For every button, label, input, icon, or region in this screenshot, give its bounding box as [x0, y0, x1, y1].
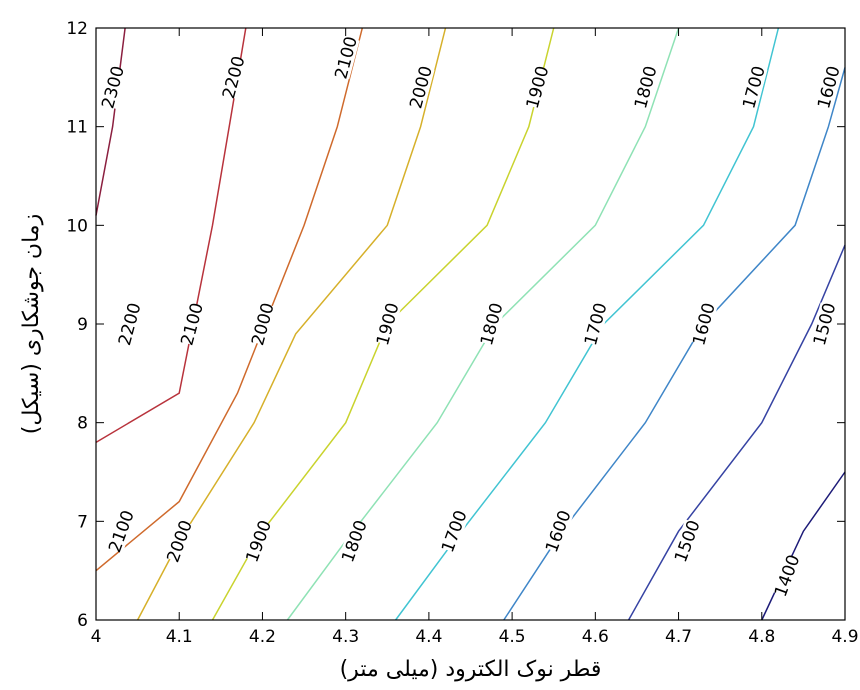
x-tick-label: 4.5 [499, 627, 526, 647]
contour-label-1900-2: 1900 [523, 64, 554, 111]
contour-label-bg [814, 65, 843, 109]
plot-area [96, 28, 845, 620]
x-tick-label: 4 [91, 627, 102, 647]
y-tick-label: 9 [77, 315, 88, 335]
contour-label-bg [631, 65, 660, 109]
y-axis-title: زمان جوشکاری (سیکل) [19, 214, 44, 434]
contour-label-bg [406, 65, 435, 109]
axes: 4 4.1 4.2 4.3 4.4 4.5 4.6 4.7 4.8 4.9 6 7 8 9 10 11 12 [66, 19, 858, 647]
x-tick-label: 4.8 [748, 627, 775, 647]
contour-line-1500 [627, 244, 846, 621]
y-tick-label: 11 [66, 118, 88, 138]
contour-label-bg [115, 302, 144, 346]
plot-background [96, 28, 845, 620]
contour-label-bg [581, 302, 610, 346]
contour-label-bg [542, 509, 574, 554]
contour-line-2300 [95, 27, 126, 216]
x-tick-label: 4.9 [831, 627, 858, 647]
y-tick-label: 12 [66, 19, 88, 39]
contour-label-bg [771, 553, 802, 598]
contour-label-bg [438, 509, 470, 554]
contour-label-bg [671, 519, 703, 563]
x-tick-label: 4.7 [665, 627, 692, 647]
contour-label-bg [248, 302, 277, 346]
contour-label-bg [331, 35, 360, 80]
contour-label-bg [219, 55, 248, 99]
contour-label-bg [243, 519, 274, 563]
contour-label-bg [163, 519, 195, 563]
contour-label-bg [98, 65, 127, 109]
y-tick-label: 7 [77, 512, 88, 532]
contour-label-bg [689, 302, 718, 346]
x-tick-label: 4.4 [415, 627, 442, 647]
x-tick-label: 4.6 [582, 627, 609, 647]
x-axis-title: قطر نوک الکترود (میلی متر) [340, 657, 602, 682]
contour-label-bg [523, 65, 551, 109]
contour-label-bg [338, 519, 370, 563]
x-tick-label: 4.2 [249, 627, 276, 647]
contour-label-bg [810, 302, 839, 346]
contour-label-bg [177, 302, 206, 346]
contour-label-bg [739, 65, 768, 109]
x-tick-label: 4.3 [332, 627, 359, 647]
contour-label-bg [477, 302, 506, 346]
x-tick-label: 4.1 [166, 627, 193, 647]
y-tick-label: 10 [66, 216, 88, 236]
y-tick-label: 8 [77, 414, 88, 434]
contour-label-bg [105, 509, 137, 554]
contour-label-bg [373, 302, 402, 346]
y-tick-label: 6 [77, 611, 88, 631]
